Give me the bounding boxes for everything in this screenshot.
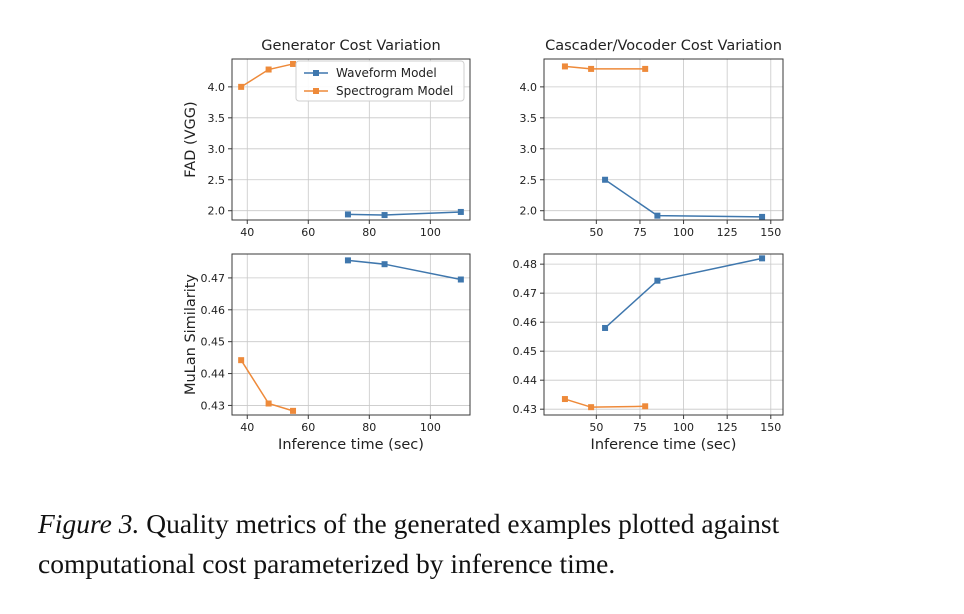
axes-frame bbox=[231, 58, 471, 221]
x-tick-label: 60 bbox=[301, 226, 315, 239]
y-tick-label: 0.45 bbox=[201, 336, 226, 349]
figure-caption: Figure 3. Quality metrics of the generat… bbox=[38, 504, 938, 584]
legend-swatch-marker bbox=[313, 70, 319, 76]
y-tick-label: 0.47 bbox=[201, 272, 226, 285]
legend-swatch-marker bbox=[313, 88, 319, 94]
y-tick-label: 2.5 bbox=[520, 174, 538, 187]
y-tick-label: 0.46 bbox=[201, 304, 226, 317]
data-point-waveform-model bbox=[344, 211, 351, 218]
data-point-spectrogram-model bbox=[588, 404, 595, 411]
y-tick-label: 4.0 bbox=[520, 81, 538, 94]
data-point-spectrogram-model bbox=[238, 83, 245, 90]
x-tick-label: 125 bbox=[717, 421, 738, 434]
y-tick-label: 0.44 bbox=[513, 374, 538, 387]
y-tick-label: 0.47 bbox=[513, 287, 538, 300]
y-tick-label: 0.43 bbox=[201, 399, 226, 412]
series-line-spectrogram-model bbox=[564, 398, 646, 408]
x-tick-label: 40 bbox=[240, 421, 254, 434]
y-axis-label: FAD (VGG) bbox=[183, 101, 199, 177]
x-tick-label: 100 bbox=[420, 421, 441, 434]
data-point-waveform-model bbox=[457, 208, 464, 215]
x-tick-label: 60 bbox=[301, 421, 315, 434]
data-point-waveform-model bbox=[654, 212, 661, 219]
x-tick-label: 75 bbox=[633, 226, 647, 239]
data-point-waveform-model bbox=[457, 276, 464, 283]
panel-generator-fad: 40 60 80 100 2.0 2.5 3.0 3.5 4.0 Generator Cost V… bbox=[183, 38, 471, 239]
x-tick-label: 80 bbox=[362, 226, 376, 239]
x-tick-label: 75 bbox=[633, 421, 647, 434]
y-tick-label: 0.45 bbox=[513, 345, 538, 358]
data-point-waveform-model bbox=[654, 277, 661, 284]
y-tick-label: 2.0 bbox=[520, 205, 538, 218]
data-point-spectrogram-model bbox=[265, 66, 272, 73]
data-point-spectrogram-model bbox=[561, 63, 568, 70]
y-tick-label: 2.5 bbox=[208, 174, 226, 187]
panel-cascader-fad: 50 75 100 125 150 2.0 2.5 3.0 3.5 4.0 Cascader/Voc… bbox=[520, 38, 784, 239]
data-point-spectrogram-model bbox=[238, 357, 245, 364]
x-tick-label: 100 bbox=[673, 421, 694, 434]
caption-text: Quality metrics of the generated example… bbox=[38, 508, 780, 579]
y-tick-label: 3.5 bbox=[520, 112, 538, 125]
data-point-waveform-model bbox=[344, 257, 351, 264]
y-tick-label: 2.0 bbox=[208, 205, 226, 218]
x-tick-label: 150 bbox=[760, 226, 781, 239]
x-tick-label: 80 bbox=[362, 421, 376, 434]
y-tick-label: 0.44 bbox=[201, 368, 226, 381]
chart-title: Generator Cost Variation bbox=[261, 38, 440, 54]
y-tick-label: 0.43 bbox=[513, 403, 538, 416]
x-tick-label: 150 bbox=[760, 421, 781, 434]
figure-panels: 40 60 80 100 2.0 2.5 3.0 3.5 4.0 Generator Cost V… bbox=[183, 38, 784, 453]
data-point-waveform-model bbox=[759, 255, 766, 262]
series-line-spectrogram-model bbox=[564, 65, 646, 70]
x-tick-label: 100 bbox=[420, 226, 441, 239]
data-point-waveform-model bbox=[602, 176, 609, 183]
y-tick-label: 3.0 bbox=[208, 143, 226, 156]
y-tick-label: 0.46 bbox=[513, 316, 538, 329]
x-axis-label: Inference time (sec) bbox=[278, 437, 424, 453]
x-axis-label: Inference time (sec) bbox=[591, 437, 737, 453]
x-tick-label: 50 bbox=[589, 421, 603, 434]
panel-generator-mulan: 40 60 80 100 0.43 0.44 0.45 0.46 0.47 Inference t… bbox=[183, 253, 471, 453]
data-point-waveform-model bbox=[602, 324, 609, 331]
y-tick-label: 3.0 bbox=[520, 143, 538, 156]
data-point-spectrogram-model bbox=[290, 407, 297, 414]
data-point-spectrogram-model bbox=[588, 65, 595, 72]
data-point-waveform-model bbox=[381, 261, 388, 268]
panel-cascader-mulan: 50 75 100 125 150 0.43 0.44 0.45 0.46 0.47 0.48 Inf… bbox=[513, 253, 784, 453]
x-tick-label: 125 bbox=[717, 226, 738, 239]
legend: Waveform Model Spectrogram Model bbox=[295, 60, 465, 102]
data-point-spectrogram-model bbox=[290, 60, 297, 67]
series-line-waveform-model bbox=[347, 259, 461, 281]
y-axis-label: MuLan Similarity bbox=[183, 274, 199, 395]
series-line-waveform-model bbox=[347, 211, 461, 216]
axes-frame bbox=[231, 253, 471, 416]
y-tick-label: 0.48 bbox=[513, 258, 538, 271]
axes-frame bbox=[543, 253, 784, 416]
data-point-waveform-model bbox=[381, 212, 388, 219]
y-tick-label: 4.0 bbox=[208, 81, 226, 94]
data-point-spectrogram-model bbox=[561, 396, 568, 403]
legend-box bbox=[295, 60, 465, 102]
axes-frame bbox=[543, 58, 784, 221]
legend-entry-spectrogram-model: Spectrogram Model bbox=[336, 84, 453, 98]
x-tick-label: 50 bbox=[589, 226, 603, 239]
y-tick-label: 3.5 bbox=[208, 112, 226, 125]
data-point-spectrogram-model bbox=[642, 403, 649, 410]
caption-lead: Figure 3. bbox=[38, 508, 140, 539]
data-point-waveform-model bbox=[759, 213, 766, 220]
data-point-spectrogram-model bbox=[642, 65, 649, 72]
legend-entry-waveform-model: Waveform Model bbox=[336, 66, 437, 80]
data-point-spectrogram-model bbox=[265, 400, 272, 407]
x-tick-label: 100 bbox=[673, 226, 694, 239]
chart-title: Cascader/Vocoder Cost Variation bbox=[545, 38, 782, 54]
x-tick-label: 40 bbox=[240, 226, 254, 239]
